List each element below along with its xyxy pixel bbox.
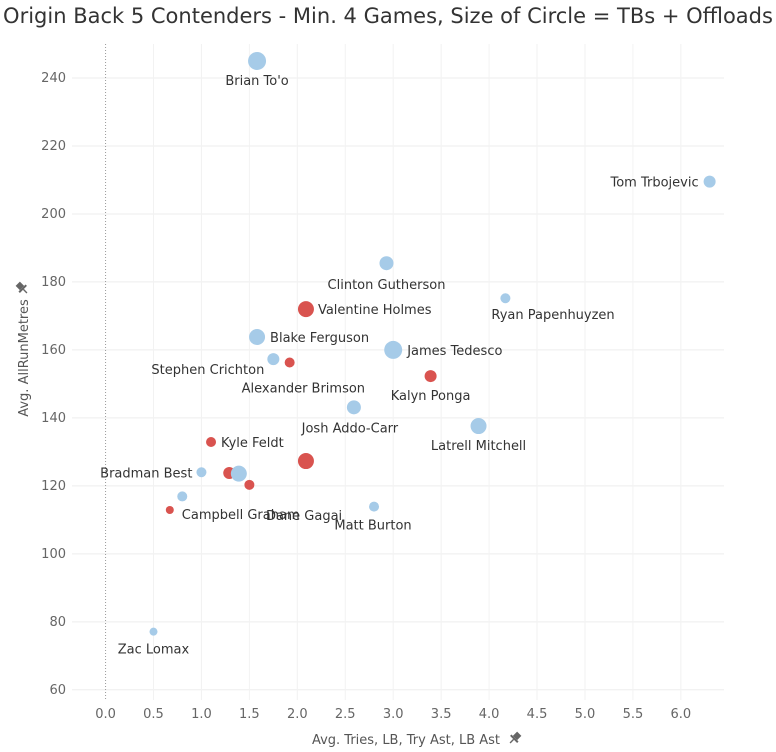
x-tick-label: 2.0 — [287, 707, 308, 722]
x-tick-label: 0.5 — [143, 707, 164, 722]
point-label: Brian To'o — [225, 74, 288, 89]
data-point[interactable] — [244, 479, 255, 490]
data-point[interactable] — [249, 328, 266, 345]
x-tick-label: 5.0 — [575, 707, 596, 722]
x-tick-label: 6.0 — [671, 707, 692, 722]
point-label: Tom Trbojevic — [609, 176, 698, 191]
point-label: Zac Lomax — [118, 643, 190, 658]
y-tick-label: 100 — [41, 547, 66, 562]
data-point[interactable] — [206, 437, 217, 448]
x-tick-label: 0.0 — [95, 707, 116, 722]
y-tick-label: 160 — [41, 343, 66, 358]
chart-title: Origin Back 5 Contenders - Min. 4 Games,… — [3, 4, 773, 28]
y-axis-title: Avg. AllRunMetres — [17, 299, 32, 417]
x-tick-label: 4.5 — [527, 707, 548, 722]
point-label: Blake Ferguson — [270, 331, 369, 346]
data-point[interactable] — [165, 505, 174, 514]
y-tick-label: 180 — [41, 275, 66, 290]
data-point[interactable] — [346, 400, 361, 415]
point-label: James Tedesco — [406, 344, 502, 359]
labels-layer: Brian To'o Tom Trbojevic Clinton Gutherson… — [100, 74, 698, 658]
point-label: Campbell Graham — [182, 508, 300, 523]
y-tick-label: 80 — [49, 615, 66, 630]
point-label: Kyle Feldt — [221, 436, 284, 451]
pin-icon[interactable] — [14, 280, 30, 296]
point-label: Josh Addo-Carr — [301, 421, 399, 436]
data-point[interactable] — [424, 370, 437, 383]
data-point[interactable] — [149, 627, 158, 636]
y-tick-label: 240 — [41, 71, 66, 86]
pin-icon[interactable] — [507, 730, 523, 746]
y-tick-label: 140 — [41, 411, 66, 426]
data-point[interactable] — [703, 175, 716, 188]
point-label: Latrell Mitchell — [431, 439, 526, 454]
x-tick-label: 5.5 — [623, 707, 644, 722]
point-label: Valentine Holmes — [318, 303, 432, 318]
x-tick-label: 3.0 — [383, 707, 404, 722]
x-tick-label: 2.5 — [335, 707, 356, 722]
data-point[interactable] — [267, 353, 280, 366]
point-label: Clinton Gutherson — [328, 278, 446, 293]
data-point[interactable] — [369, 501, 380, 512]
data-point[interactable] — [384, 340, 403, 359]
y-tick-label: 120 — [41, 479, 66, 494]
points-layer — [149, 51, 716, 636]
data-point[interactable] — [297, 453, 314, 470]
data-point[interactable] — [500, 293, 511, 304]
x-tick-label: 4.0 — [479, 707, 500, 722]
point-label: Matt Burton — [334, 519, 411, 534]
x-tick-label: 1.5 — [239, 707, 260, 722]
x-tick-label: 3.5 — [431, 707, 452, 722]
data-point[interactable] — [177, 491, 188, 502]
data-point[interactable] — [297, 301, 314, 318]
data-point[interactable] — [470, 418, 487, 435]
x-axis-title-group: Avg. Tries, LB, Try Ast, LB Ast — [312, 730, 523, 748]
y-axis-title-group: Avg. AllRunMetres — [14, 280, 32, 417]
y-tick-label: 200 — [41, 207, 66, 222]
data-point[interactable] — [379, 256, 394, 271]
data-point[interactable] — [284, 357, 295, 368]
point-label: Kalyn Ponga — [391, 389, 471, 404]
x-tick-label: 1.0 — [191, 707, 212, 722]
grid-layer — [72, 44, 724, 700]
tick-layer: 60 80 100 120 140 160 180 200 220 240 0.0 0.5 1.0 1.5… — [41, 71, 691, 722]
data-point[interactable] — [196, 467, 207, 478]
point-label: Ryan Papenhuyzen — [491, 308, 614, 323]
y-tick-label: 220 — [41, 139, 66, 154]
point-label: Alexander Brimson — [242, 381, 365, 396]
data-point[interactable] — [248, 51, 267, 70]
x-axis-title: Avg. Tries, LB, Try Ast, LB Ast — [312, 733, 500, 748]
point-label: Dane Gagai — [266, 509, 342, 524]
y-tick-label: 60 — [49, 683, 66, 698]
point-label: Stephen Crichton — [151, 363, 264, 378]
point-label: Bradman Best — [100, 466, 192, 481]
data-point[interactable] — [230, 465, 247, 482]
